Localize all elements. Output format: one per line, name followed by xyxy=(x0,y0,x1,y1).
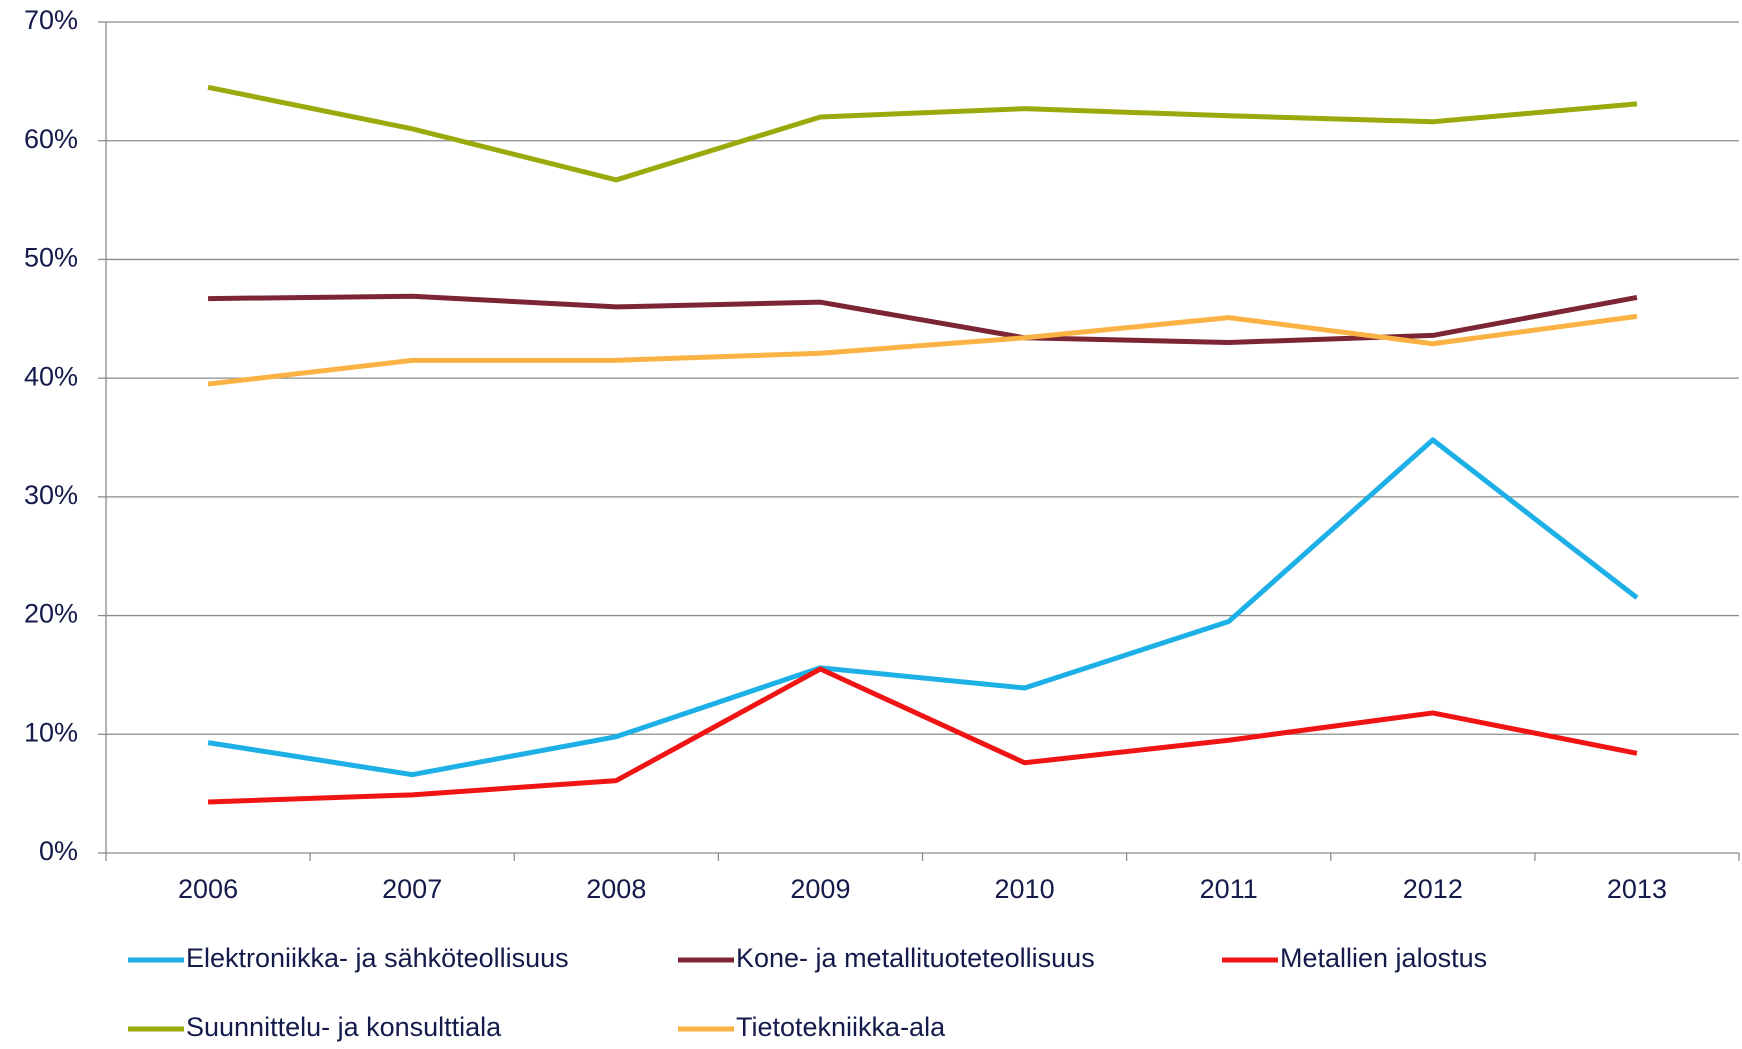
legend-label: Tietotekniikka-ala xyxy=(736,1012,946,1042)
y-tick-label: 20% xyxy=(24,599,78,629)
x-tick-label: 2010 xyxy=(995,874,1055,904)
y-tick-label: 50% xyxy=(24,243,78,273)
series-line xyxy=(208,293,1638,346)
series-line xyxy=(207,313,1638,387)
x-tick-label: 2013 xyxy=(1607,874,1667,904)
legend-label: Metallien jalostus xyxy=(1280,943,1487,973)
x-tick-label: 2012 xyxy=(1403,874,1463,904)
legend-label: Elektroniikka- ja sähköteollisuus xyxy=(186,943,569,973)
y-tick-label: 60% xyxy=(24,124,78,154)
x-tick-label: 2011 xyxy=(1200,874,1258,904)
series-line xyxy=(207,437,1639,778)
y-tick-label: 30% xyxy=(24,480,78,510)
series-line xyxy=(207,666,1638,805)
y-tick-label: 70% xyxy=(24,5,78,35)
x-tick-label: 2007 xyxy=(382,874,442,904)
series-line xyxy=(207,84,1638,183)
y-tick-label: 10% xyxy=(24,717,78,747)
legend-label: Kone- ja metallituoteteollisuus xyxy=(736,943,1095,973)
x-tick-label: 2008 xyxy=(586,874,646,904)
x-tick-label: 2009 xyxy=(790,874,850,904)
y-tick-label: 0% xyxy=(39,836,78,866)
x-tick-label: 2006 xyxy=(178,874,238,904)
y-tick-label: 40% xyxy=(24,361,78,391)
legend-label: Suunnittelu- ja konsulttiala xyxy=(186,1012,502,1042)
